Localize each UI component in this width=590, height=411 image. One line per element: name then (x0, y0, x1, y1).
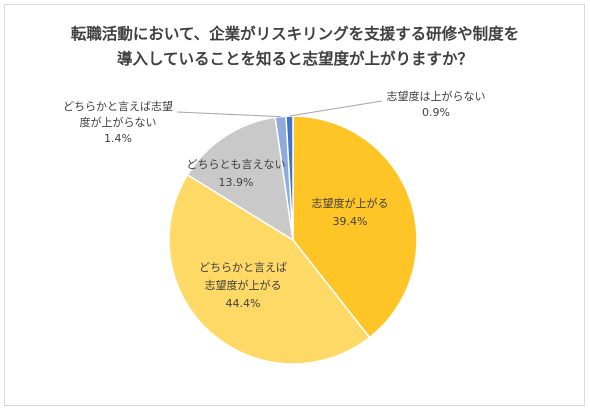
slice-label-somewhat-raise: どちらかと言えば志望度が上がる 44.4% (199, 261, 287, 310)
slice-label-not-raise: 志望度は上がらない 0.9% (382, 89, 490, 121)
slice-raise (292, 115, 418, 339)
slice-somewhat-raise (168, 173, 371, 365)
slice-label-raise: 志望度が上がる 39.4% (312, 196, 389, 228)
slice-label-not-raise-line-1: 志望度は上がらない (386, 90, 486, 103)
slice-value-somewhat-not-raise: 1.4% (104, 132, 132, 145)
leader-line-not-raise (289, 100, 383, 117)
slice-value-not-raise: 0.9% (422, 106, 450, 119)
leader-line-somewhat-not-raise (176, 111, 281, 118)
slice-label-somewhat-not-raise: どちらかと言えば志望 度が上がらない 1.4% (52, 99, 184, 147)
chart-title-line-2: 導入していることを知ると志望度が上がりますか？ (116, 50, 474, 68)
slice-label-somewhat-not-raise-line-1: どちらかと言えば志望 (63, 100, 173, 113)
slice-label-somewhat-not-raise-line-2: 度が上がらない (79, 116, 157, 129)
slice-label-neutral: どちらとも言えない 13.9% (187, 158, 286, 189)
chart-title-line-1: 転職活動において、企業がリスキリングを支援する研修や制度を (70, 25, 520, 43)
slice-neutral (186, 116, 294, 242)
